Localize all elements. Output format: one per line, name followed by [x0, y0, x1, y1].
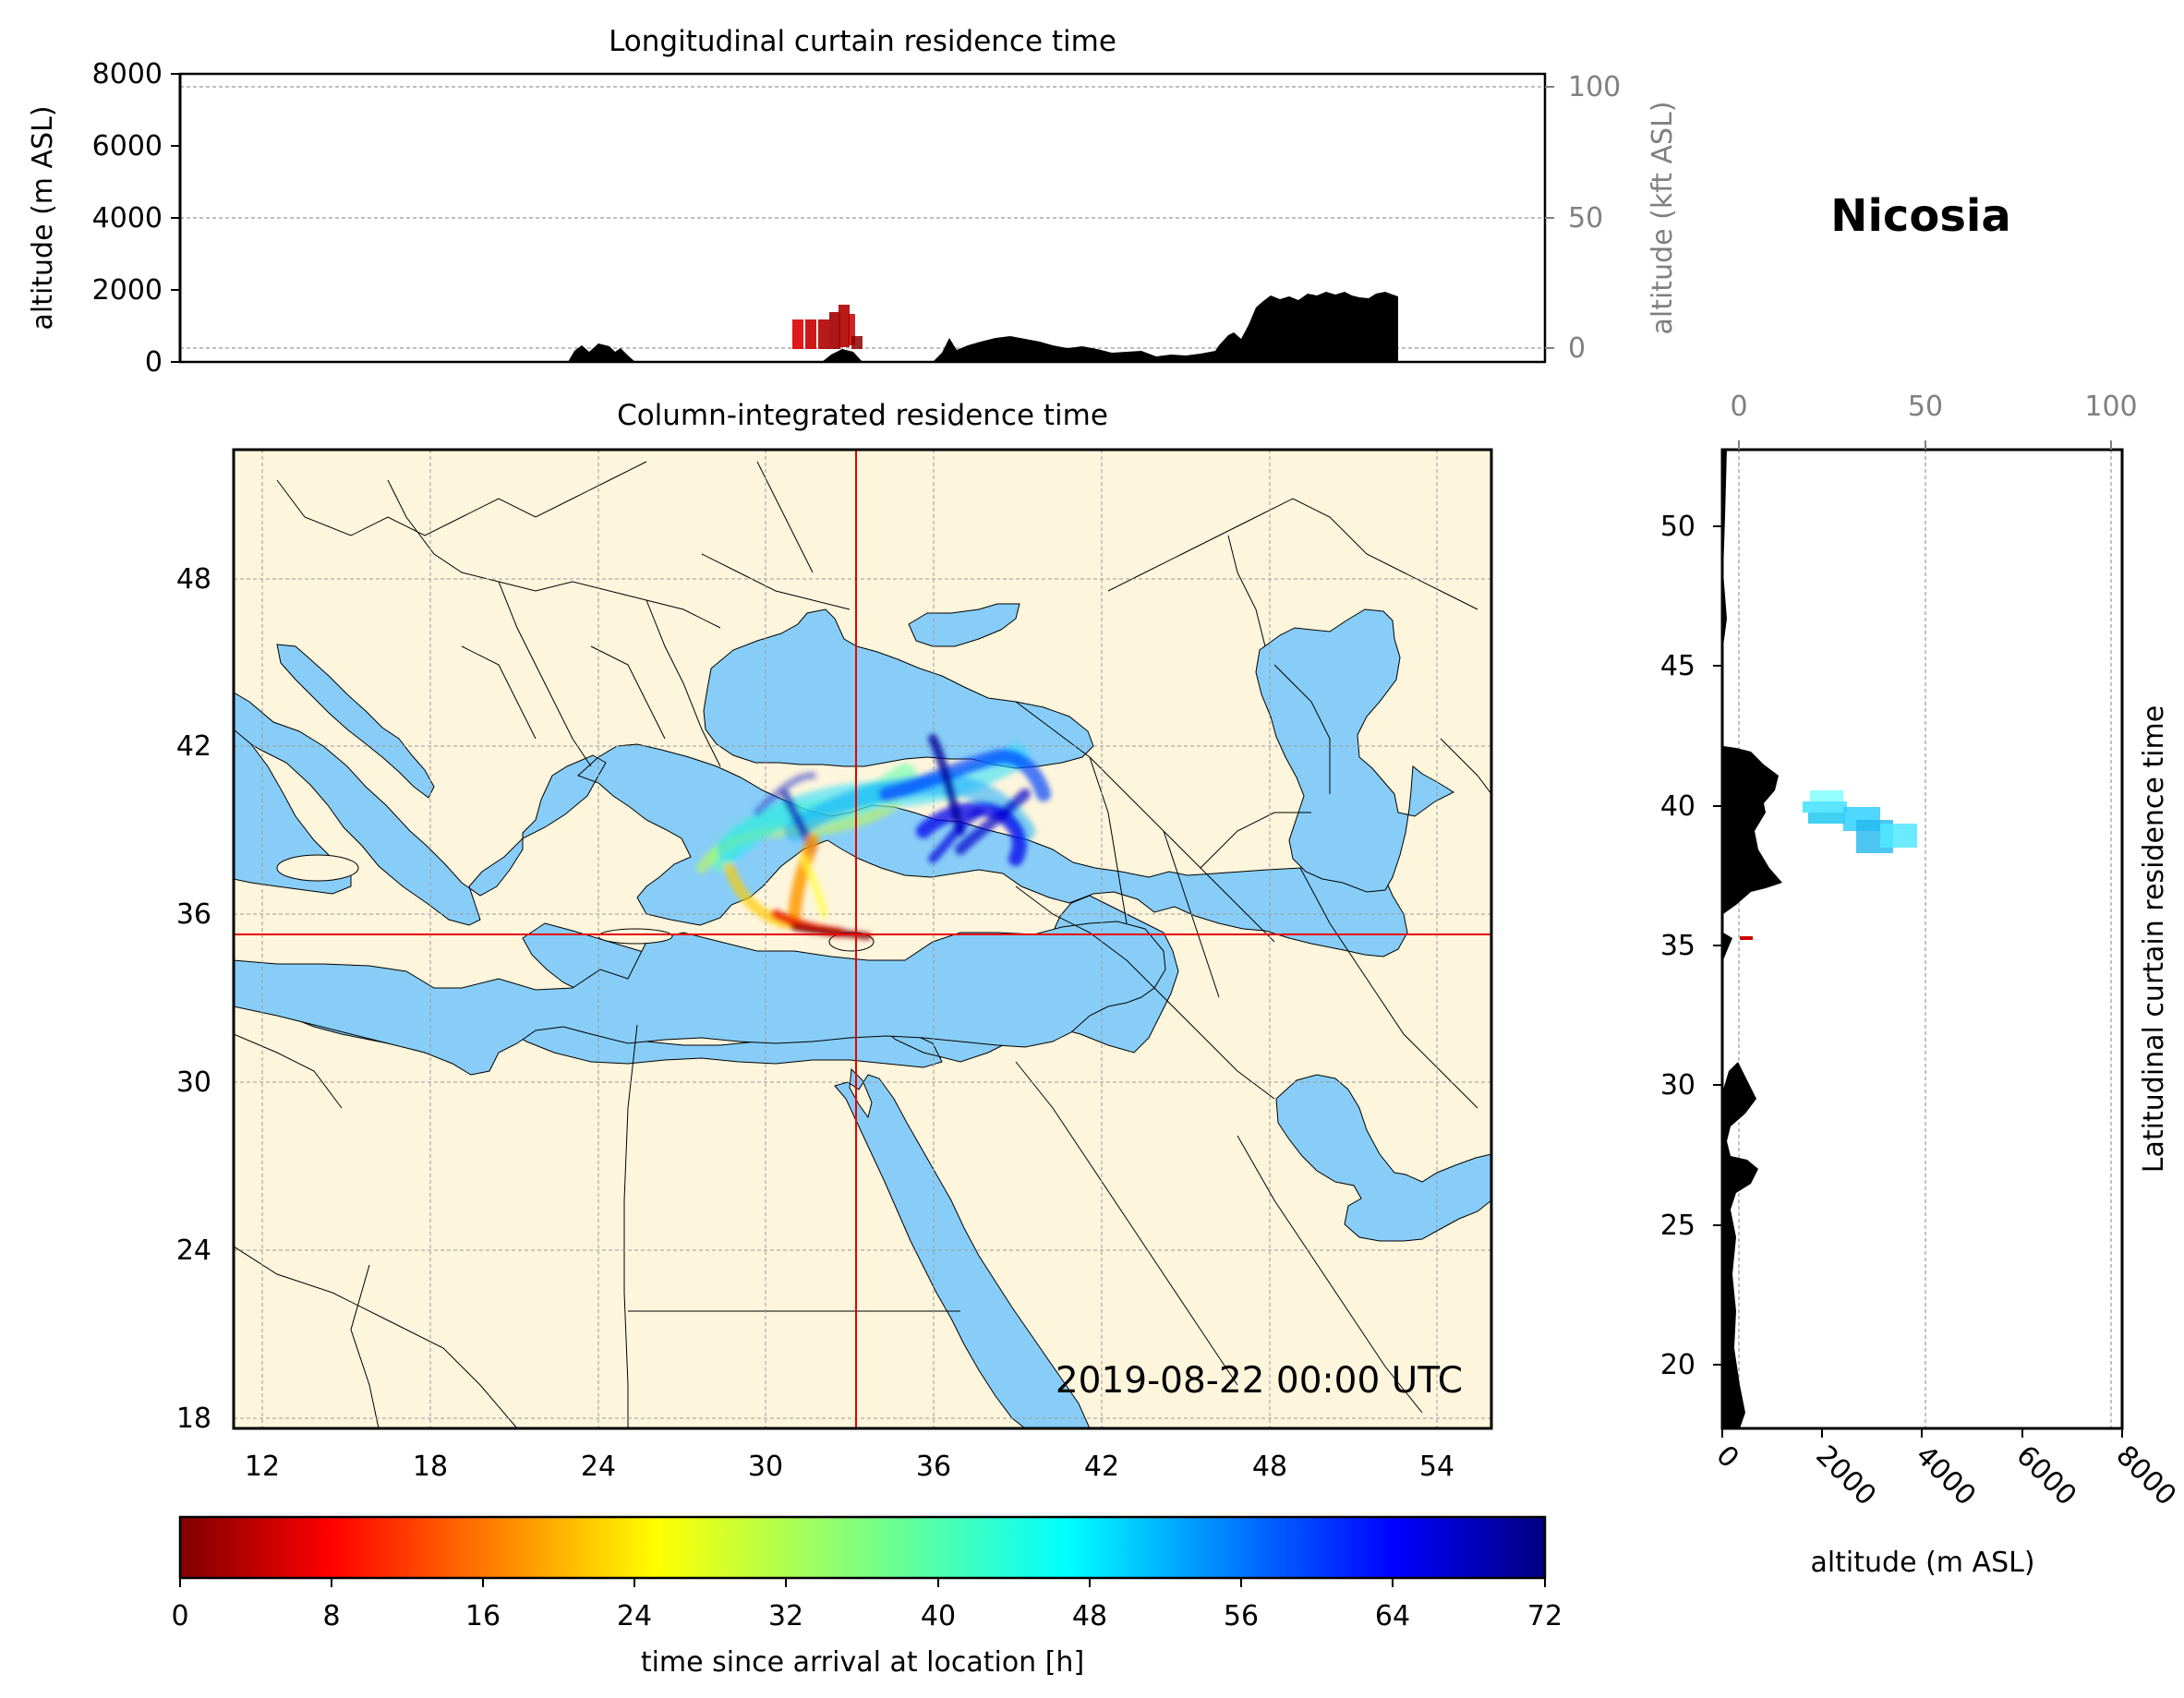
- map-xtick-54: 54: [1419, 1451, 1454, 1483]
- long-ylabel-right: altitude (kft ASL): [1647, 101, 1679, 334]
- long-ytick-right-50: 50: [1568, 202, 1603, 235]
- long-ytick-0: 0: [145, 346, 163, 379]
- long-ytick-right-100: 100: [1568, 71, 1621, 103]
- long-ylabel-left: altitude (m ASL): [27, 105, 59, 330]
- cbar-tick-64: 64: [1375, 1600, 1410, 1632]
- map-ytick-36: 36: [176, 898, 211, 931]
- sicily: [276, 854, 359, 882]
- map-yticks: 18 24 30 36 42 48: [176, 563, 211, 1435]
- colorbar: 0 8 16 24 32 40 48 56 64 72 time since a…: [171, 1515, 1563, 1679]
- lat-xtick-top-100: 100: [2084, 391, 2137, 423]
- location-name: Nicosia: [1830, 190, 2010, 242]
- map-gridlines: [234, 450, 1491, 1428]
- lat-ytick-30: 30: [1660, 1069, 1695, 1102]
- lat-xtick-6000: 6000: [2009, 1439, 2082, 1512]
- map-xtick-48: 48: [1252, 1451, 1287, 1483]
- latitudinal-terrain: [1722, 450, 1782, 1428]
- lat-xlabel: altitude (m ASL): [1810, 1547, 2034, 1579]
- long-ytick-2000: 2000: [92, 274, 163, 307]
- longitudinal-terrain: [568, 292, 1398, 362]
- map-ytick-24: 24: [176, 1234, 211, 1267]
- lat-ytick-40: 40: [1660, 790, 1695, 823]
- lat-xtick-0: 0: [1709, 1439, 1744, 1475]
- adriatic-sea: [276, 644, 435, 799]
- longitudinal-curtain-panel: Longitudinal curtain residence time: [27, 25, 1679, 379]
- map-ytick-48: 48: [176, 563, 211, 596]
- residence-time-plume: [696, 734, 1051, 940]
- lat-xtick-8000: 8000: [2109, 1439, 2182, 1512]
- red-sea: [834, 1067, 1091, 1428]
- map-xticks: 12 18 24 30 36 42 48 54: [245, 1451, 1454, 1483]
- long-ytick-6000: 6000: [92, 130, 163, 163]
- map-panel: Column-integrated residence time: [176, 399, 1493, 1483]
- map-frame: [232, 448, 1493, 1430]
- mediterranean-main: [234, 921, 1166, 1076]
- cbar-tick-40: 40: [921, 1600, 956, 1632]
- longitudinal-grid: [180, 86, 1545, 362]
- long-ytick-right-0: 0: [1568, 332, 1586, 365]
- country-borders: [234, 461, 1491, 1428]
- map-xtick-30: 30: [748, 1451, 783, 1483]
- map-xtick-36: 36: [916, 1451, 951, 1483]
- colorbar-label: time since arrival at location [h]: [641, 1646, 1084, 1679]
- latitudinal-axes-frame: [1720, 448, 2124, 1430]
- longitudinal-curtain-title: Longitudinal curtain residence time: [609, 25, 1116, 58]
- lat-xtick-2000: 2000: [1809, 1439, 1882, 1512]
- map-xtick-42: 42: [1084, 1451, 1119, 1483]
- lat-ytick-20: 20: [1660, 1349, 1695, 1381]
- cbar-tick-8: 8: [322, 1600, 340, 1632]
- long-ytick-4000: 4000: [92, 202, 163, 235]
- cbar-tick-48: 48: [1072, 1600, 1107, 1632]
- lat-ytick-35: 35: [1660, 930, 1695, 962]
- map-ytick-42: 42: [176, 730, 211, 763]
- cbar-tick-72: 72: [1527, 1600, 1563, 1632]
- map-ytick-30: 30: [176, 1066, 211, 1099]
- cbar-tick-56: 56: [1224, 1600, 1259, 1632]
- cbar-tick-32: 32: [768, 1600, 803, 1632]
- lat-xtick-top-0: 0: [1730, 391, 1747, 423]
- cbar-tick-0: 0: [171, 1600, 188, 1632]
- cbar-tick-24: 24: [617, 1600, 652, 1632]
- lat-ytick-25: 25: [1660, 1210, 1695, 1242]
- map-xtick-24: 24: [581, 1451, 616, 1483]
- caspian-sea: [1255, 608, 1455, 893]
- cbar-tick-16: 16: [465, 1600, 501, 1632]
- black-sea: [703, 603, 1094, 769]
- longitudinal-residence-patch: [792, 305, 863, 349]
- lat-ytick-50: 50: [1660, 511, 1695, 543]
- latitudinal-curtain-panel: 0 50 100 20 25 30 35 40 45 50 0 2000 400…: [1660, 391, 2182, 1579]
- lat-ytick-45: 45: [1660, 650, 1695, 682]
- latitudinal-grid: [1738, 450, 2112, 1428]
- colorbar-gradient: [178, 1515, 1547, 1580]
- crete: [597, 928, 673, 945]
- map-xtick-18: 18: [413, 1451, 448, 1483]
- map-ytick-18: 18: [176, 1403, 211, 1435]
- map-timestamp: 2019-08-22 00:00 UTC: [1056, 1360, 1463, 1402]
- map-xtick-12: 12: [245, 1451, 280, 1483]
- persian-gulf: [1275, 1074, 1491, 1242]
- lat-xtick-4000: 4000: [1909, 1439, 1982, 1512]
- long-ytick-8000: 8000: [92, 58, 163, 90]
- latitudinal-residence-patch: [1740, 790, 1917, 940]
- map-title: Column-integrated residence time: [617, 399, 1108, 432]
- lat-ylabel: Latitudinal curtain residence time: [2138, 705, 2170, 1173]
- lat-xtick-top-50: 50: [1908, 391, 1943, 423]
